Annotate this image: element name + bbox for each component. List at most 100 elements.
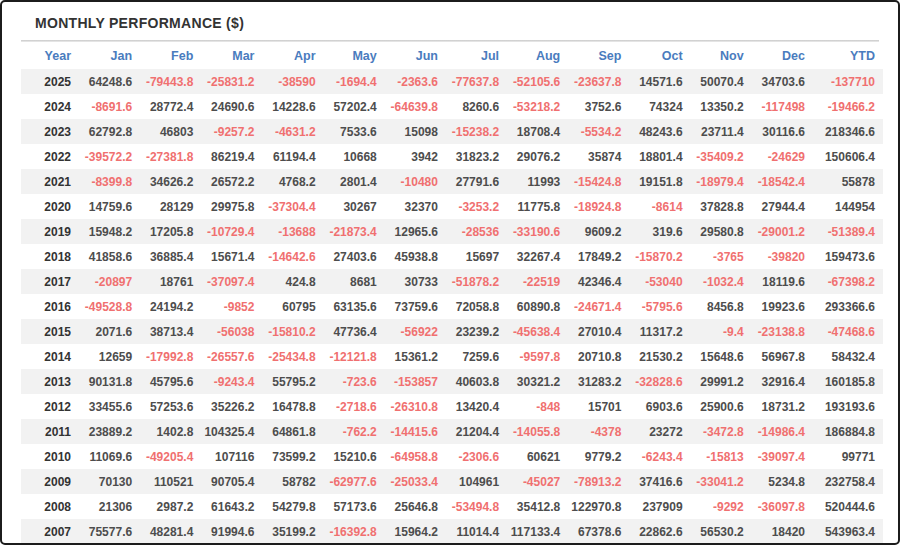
value-cell: -27381.8 (140, 144, 201, 169)
value-cell: 29076.2 (507, 144, 568, 169)
value-cell: 13350.2 (691, 94, 752, 119)
value-cell: -15813 (691, 444, 752, 469)
value-cell: 48243.6 (629, 119, 690, 144)
value-cell: -56922 (385, 319, 446, 344)
value-cell: -49205.4 (140, 444, 201, 469)
value-cell: 218346.6 (813, 119, 883, 144)
value-cell: 38713.4 (140, 319, 201, 344)
value-cell: 104325.4 (201, 419, 262, 444)
value-cell: -37097.4 (201, 269, 262, 294)
table-row-2007: 200775577.648281.491994.635199.2-16392.8… (21, 519, 883, 544)
value-cell: 27791.6 (446, 169, 507, 194)
value-cell: 15648.6 (691, 344, 752, 369)
value-cell: 30267 (324, 194, 385, 219)
table-row-2012: 201233455.657253.635226.216478.8-2718.6-… (21, 394, 883, 419)
value-cell: -38590 (262, 69, 323, 94)
value-cell: 60795 (262, 294, 323, 319)
value-cell: -15870.2 (629, 244, 690, 269)
column-header-sep: Sep (568, 42, 629, 69)
value-cell: -4378 (568, 419, 629, 444)
value-cell: 520444.6 (813, 494, 883, 519)
value-cell: 35874 (568, 144, 629, 169)
value-cell: 11069.6 (79, 444, 140, 469)
value-cell: 25900.6 (691, 394, 752, 419)
value-cell: 15361.2 (385, 344, 446, 369)
value-cell: 29580.8 (691, 219, 752, 244)
value-cell: -45638.4 (507, 319, 568, 344)
value-cell: 45938.8 (385, 244, 446, 269)
value-cell: 72058.8 (446, 294, 507, 319)
value-cell: 14759.6 (79, 194, 140, 219)
value-cell: 31823.2 (446, 144, 507, 169)
table-row-2019: 201915948.217205.8-10729.4-13688-21873.4… (21, 219, 883, 244)
value-cell: 57173.6 (324, 494, 385, 519)
value-cell: 150606.4 (813, 144, 883, 169)
value-cell: 74324 (629, 94, 690, 119)
value-cell: 47736.4 (324, 319, 385, 344)
table-row-2020: 202014759.62812929975.8-37304.4302673237… (21, 194, 883, 219)
value-cell: -9852 (201, 294, 262, 319)
value-cell: -8614 (629, 194, 690, 219)
value-cell: 57202.4 (324, 94, 385, 119)
value-cell: 60621 (507, 444, 568, 469)
value-cell: -24629 (752, 144, 813, 169)
table-row-2011: 201123889.21402.8104325.464861.8-762.2-1… (21, 419, 883, 444)
header-row: YearJanFebMarAprMayJunJulAugSepOctNovDec… (21, 42, 883, 69)
value-cell: -153857 (385, 369, 446, 394)
table-row-2015: 20152071.638713.4-56038-15810.247736.4-5… (21, 319, 883, 344)
value-cell: 15697 (446, 244, 507, 269)
value-cell: 12659 (79, 344, 140, 369)
value-cell: -14642.6 (262, 244, 323, 269)
value-cell: -25831.2 (201, 69, 262, 94)
value-cell: -9257.2 (201, 119, 262, 144)
year-cell: 2015 (21, 319, 79, 344)
table-row-2025: 202564248.6-79443.8-25831.2-38590-1694.4… (21, 69, 883, 94)
value-cell: -23637.8 (568, 69, 629, 94)
value-cell: -17992.8 (140, 344, 201, 369)
value-cell: 28129 (140, 194, 201, 219)
value-cell: -12121.8 (324, 344, 385, 369)
value-cell: 2801.4 (324, 169, 385, 194)
year-cell: 2022 (21, 144, 79, 169)
value-cell: -848 (507, 394, 568, 419)
value-cell: -9243.4 (201, 369, 262, 394)
value-cell: -16392.8 (324, 519, 385, 544)
value-cell: 25646.8 (385, 494, 446, 519)
value-cell: 159473.6 (813, 244, 883, 269)
value-cell: 15210.6 (324, 444, 385, 469)
table-row-2018: 201841858.636885.415671.4-14642.627403.6… (21, 244, 883, 269)
year-cell: 2023 (21, 119, 79, 144)
value-cell: 48281.4 (140, 519, 201, 544)
value-cell: 11775.8 (507, 194, 568, 219)
value-cell: 58432.4 (813, 344, 883, 369)
value-cell: 319.6 (629, 219, 690, 244)
year-cell: 2019 (21, 219, 79, 244)
value-cell: 35199.2 (262, 519, 323, 544)
value-cell: 40603.8 (446, 369, 507, 394)
value-cell: -2718.6 (324, 394, 385, 419)
monthly-performance-table: YearJanFebMarAprMayJunJulAugSepOctNovDec… (21, 42, 883, 544)
column-header-year: Year (21, 42, 79, 69)
value-cell: 237909 (629, 494, 690, 519)
value-cell: 23239.2 (446, 319, 507, 344)
table-row-2013: 201390131.845795.6-9243.455795.2-723.6-1… (21, 369, 883, 394)
year-cell: 2010 (21, 444, 79, 469)
value-cell: -9292 (691, 494, 752, 519)
value-cell: -39097.4 (752, 444, 813, 469)
value-cell: 3752.6 (568, 94, 629, 119)
value-cell: 24690.6 (201, 94, 262, 119)
value-cell: -39572.2 (79, 144, 140, 169)
value-cell: -117498 (752, 94, 813, 119)
value-cell: 55795.2 (262, 369, 323, 394)
value-cell: -1032.4 (691, 269, 752, 294)
value-cell: -28536 (446, 219, 507, 244)
value-cell: 13420.4 (446, 394, 507, 419)
year-cell: 2009 (21, 469, 79, 494)
value-cell: 30321.2 (507, 369, 568, 394)
value-cell: -15810.2 (262, 319, 323, 344)
value-cell: 35412.8 (507, 494, 568, 519)
value-cell: 55878 (813, 169, 883, 194)
value-cell: -26557.6 (201, 344, 262, 369)
value-cell: -137710 (813, 69, 883, 94)
value-cell: 27403.6 (324, 244, 385, 269)
